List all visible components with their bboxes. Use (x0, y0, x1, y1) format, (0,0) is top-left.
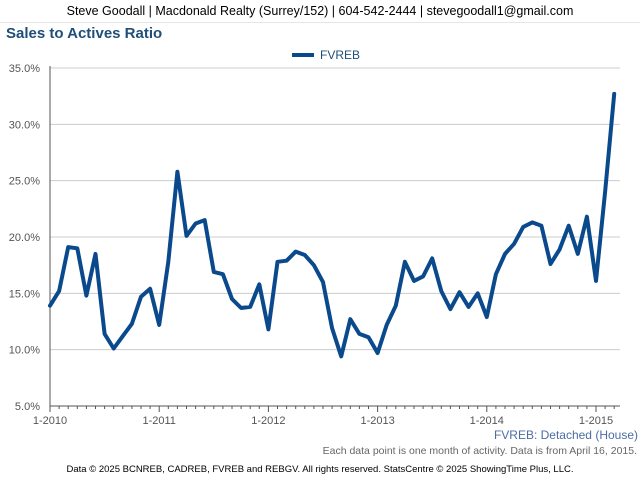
data-point (67, 245, 70, 249)
data-point (476, 292, 479, 295)
axis-layer (49, 66, 620, 412)
tick-label-layer: 5.0% 10.0% 15.0% 20.0% 25.0% 30.0% 35.0% 1-2010… (9, 63, 613, 427)
data-point (294, 250, 297, 253)
data-point (594, 279, 598, 283)
data-point (376, 351, 379, 355)
y-tick-label: 30.0% (9, 119, 40, 131)
data-point (367, 336, 370, 339)
data-point (103, 332, 106, 336)
data-point (467, 305, 470, 309)
data-point (603, 190, 607, 194)
data-point (567, 224, 570, 227)
data-point (394, 304, 397, 307)
data-point (139, 295, 143, 298)
data-point (412, 279, 416, 283)
data-point (585, 215, 589, 218)
data-point (57, 289, 61, 293)
x-tick-label: 1-2014 (470, 415, 504, 427)
data-point (76, 247, 79, 250)
data-point (194, 222, 197, 225)
data-point (221, 272, 225, 276)
data-point (403, 260, 407, 263)
data-point (285, 259, 288, 262)
data-point (276, 260, 279, 263)
data-point (176, 170, 179, 173)
y-tick-label: 25.0% (9, 176, 40, 188)
data-point (94, 252, 97, 256)
copyright-footer: Data © 2025 BCNREB, CADREB, FVREB and RE… (66, 464, 574, 475)
data-point (212, 270, 215, 274)
data-point (167, 260, 170, 263)
x-tick-label: 1-2010 (33, 415, 67, 427)
data-point (258, 283, 261, 286)
data-point (385, 323, 388, 327)
data-point (203, 218, 206, 222)
chart-legend: FVREB (292, 48, 360, 62)
series-line-fvreb (48, 91, 617, 359)
data-point (576, 252, 579, 256)
data-point (512, 242, 516, 245)
data-point (267, 328, 270, 331)
data-note: Each data point is one month of activity… (322, 445, 637, 457)
data-point (540, 224, 543, 227)
data-point (349, 318, 352, 321)
data-point (421, 275, 425, 278)
legend-label: FVREB (320, 48, 361, 62)
data-point (321, 280, 325, 284)
data-point (358, 332, 361, 336)
data-point (85, 294, 88, 297)
data-point (130, 322, 134, 325)
chart-title: Sales to Actives Ratio (6, 25, 163, 42)
data-point (48, 304, 52, 307)
y-tick-label: 15.0% (9, 288, 40, 300)
data-point (440, 289, 443, 293)
y-tick-label: 5.0% (15, 401, 40, 413)
data-point (558, 248, 561, 251)
y-tick-label: 35.0% (9, 63, 40, 75)
data-point (249, 305, 252, 309)
data-point (230, 297, 234, 301)
data-point (485, 315, 488, 319)
data-point (449, 307, 452, 311)
data-point (458, 291, 461, 294)
data-point (431, 257, 434, 260)
chart-subtitle: FVREB: Detached (House) (493, 428, 638, 442)
data-point (494, 272, 498, 276)
data-point (303, 253, 306, 257)
data-point (112, 347, 115, 350)
data-point (239, 306, 243, 310)
contact-text: Steve Goodall | Macdonald Realty (Surrey… (66, 4, 574, 18)
data-point (503, 252, 507, 256)
data-point (522, 225, 525, 229)
data-point (158, 323, 161, 327)
data-point (148, 287, 152, 291)
data-point (185, 234, 188, 238)
data-point (340, 355, 343, 358)
data-point (330, 327, 334, 330)
series-layer (48, 91, 617, 359)
data-point (549, 262, 552, 266)
x-tick-label: 1-2011 (142, 415, 175, 427)
y-tick-label: 10.0% (9, 345, 40, 357)
x-tick-label: 1-2012 (251, 415, 285, 427)
data-point (613, 92, 616, 96)
data-point (531, 221, 534, 224)
x-tick-label: 1-2015 (579, 415, 613, 427)
legend-swatch (292, 53, 314, 57)
contact-header: Steve Goodall | Macdonald Realty (Surrey… (0, 0, 640, 23)
data-point (312, 263, 316, 267)
x-tick-label: 1-2013 (360, 415, 394, 427)
y-tick-label: 20.0% (9, 232, 40, 244)
data-point (121, 334, 125, 338)
